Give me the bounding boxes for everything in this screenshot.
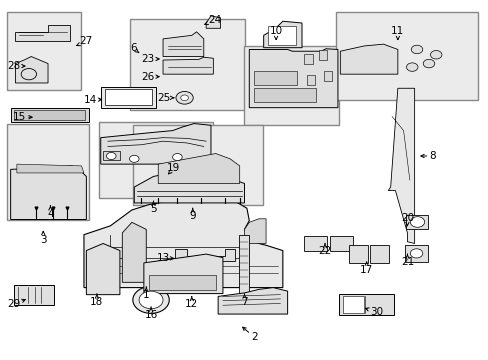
Bar: [14, 285, 54, 305]
Polygon shape: [163, 57, 213, 74]
Text: 18: 18: [90, 294, 103, 307]
Bar: [404, 245, 427, 262]
Text: 29: 29: [7, 299, 25, 309]
Bar: [7, 124, 89, 220]
Text: 19: 19: [166, 163, 180, 174]
Circle shape: [409, 217, 424, 227]
Circle shape: [21, 68, 37, 80]
Text: 21: 21: [400, 254, 413, 267]
Text: 24: 24: [204, 15, 221, 25]
Text: 25: 25: [157, 93, 173, 103]
Polygon shape: [16, 25, 69, 41]
Text: 23: 23: [141, 54, 159, 64]
Text: 12: 12: [185, 296, 198, 309]
Circle shape: [406, 63, 417, 71]
Bar: [7, 12, 81, 90]
Bar: [244, 46, 339, 125]
Circle shape: [423, 59, 434, 68]
Polygon shape: [175, 249, 234, 261]
Circle shape: [139, 291, 163, 309]
Bar: [101, 86, 156, 108]
Circle shape: [106, 153, 116, 159]
Text: 16: 16: [144, 307, 157, 320]
Text: 10: 10: [269, 26, 282, 40]
Text: 15: 15: [13, 112, 32, 122]
Polygon shape: [172, 165, 187, 176]
Bar: [348, 245, 367, 263]
Text: 17: 17: [359, 262, 372, 275]
Polygon shape: [17, 164, 84, 173]
Polygon shape: [254, 71, 297, 85]
Bar: [369, 245, 388, 263]
Polygon shape: [387, 88, 414, 243]
Circle shape: [129, 155, 139, 162]
Polygon shape: [84, 199, 282, 288]
Bar: [304, 54, 312, 64]
Text: 6: 6: [130, 44, 139, 53]
Circle shape: [176, 91, 193, 104]
Bar: [406, 215, 427, 229]
Polygon shape: [206, 16, 220, 28]
Bar: [238, 235, 249, 294]
Bar: [130, 19, 244, 110]
Polygon shape: [86, 243, 120, 294]
Polygon shape: [101, 123, 210, 164]
Text: 5: 5: [150, 201, 157, 214]
Polygon shape: [163, 32, 203, 57]
Text: 30: 30: [365, 307, 383, 317]
Text: 26: 26: [141, 72, 159, 82]
Text: 1: 1: [142, 287, 149, 300]
Circle shape: [410, 45, 422, 54]
Polygon shape: [244, 219, 265, 243]
Bar: [342, 296, 364, 312]
Bar: [318, 50, 327, 60]
Polygon shape: [340, 44, 397, 74]
Text: 4: 4: [47, 206, 54, 219]
Polygon shape: [254, 88, 316, 102]
Text: 7: 7: [241, 294, 247, 307]
Polygon shape: [16, 57, 48, 83]
Text: 13: 13: [156, 253, 173, 263]
Circle shape: [409, 249, 422, 258]
Polygon shape: [263, 21, 302, 48]
Text: 20: 20: [400, 213, 413, 226]
Circle shape: [172, 154, 182, 161]
Circle shape: [181, 95, 188, 100]
Circle shape: [133, 287, 169, 313]
Text: 28: 28: [7, 61, 25, 71]
Bar: [14, 110, 85, 120]
Text: 22: 22: [318, 243, 331, 256]
Bar: [335, 12, 477, 100]
Bar: [103, 151, 120, 159]
Polygon shape: [134, 170, 244, 203]
Bar: [306, 75, 315, 85]
Polygon shape: [143, 254, 223, 294]
Bar: [304, 237, 327, 251]
Bar: [329, 237, 352, 251]
Text: 9: 9: [189, 208, 196, 221]
Polygon shape: [11, 166, 86, 220]
Text: 27: 27: [77, 36, 93, 46]
Text: 8: 8: [420, 151, 435, 161]
Text: 14: 14: [83, 95, 102, 104]
Circle shape: [429, 50, 441, 59]
Text: 3: 3: [40, 231, 46, 245]
Text: 11: 11: [390, 26, 404, 40]
Bar: [339, 294, 394, 315]
Polygon shape: [158, 154, 239, 184]
Bar: [133, 125, 262, 205]
Text: 2: 2: [242, 327, 257, 342]
Polygon shape: [249, 49, 337, 108]
Polygon shape: [122, 222, 146, 282]
Bar: [323, 71, 331, 81]
Bar: [11, 108, 89, 122]
Bar: [104, 89, 152, 105]
Bar: [99, 122, 213, 198]
Polygon shape: [218, 288, 287, 314]
Bar: [267, 26, 296, 45]
Polygon shape: [148, 275, 215, 290]
